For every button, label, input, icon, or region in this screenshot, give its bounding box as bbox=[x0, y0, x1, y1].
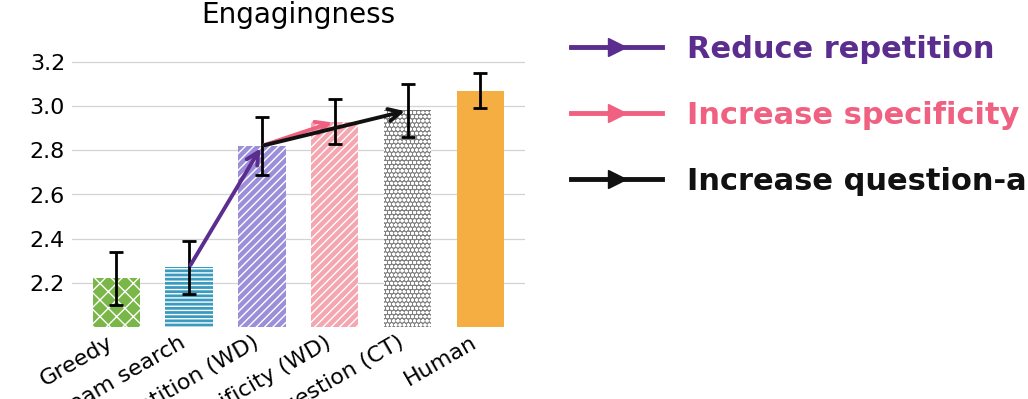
Bar bbox=[383, 111, 431, 399]
Bar bbox=[166, 267, 213, 399]
Legend: Reduce repetition, Increase specificity, Increase question-asking: Reduce repetition, Increase specificity,… bbox=[571, 35, 1028, 196]
Bar bbox=[383, 111, 431, 399]
Bar bbox=[166, 267, 213, 399]
Bar bbox=[93, 279, 140, 399]
Bar bbox=[93, 279, 140, 399]
Bar bbox=[238, 146, 286, 399]
Bar bbox=[310, 122, 358, 399]
Bar bbox=[310, 122, 358, 399]
Bar bbox=[456, 91, 504, 399]
Bar bbox=[238, 146, 286, 399]
Title: Engagingness: Engagingness bbox=[201, 1, 395, 29]
